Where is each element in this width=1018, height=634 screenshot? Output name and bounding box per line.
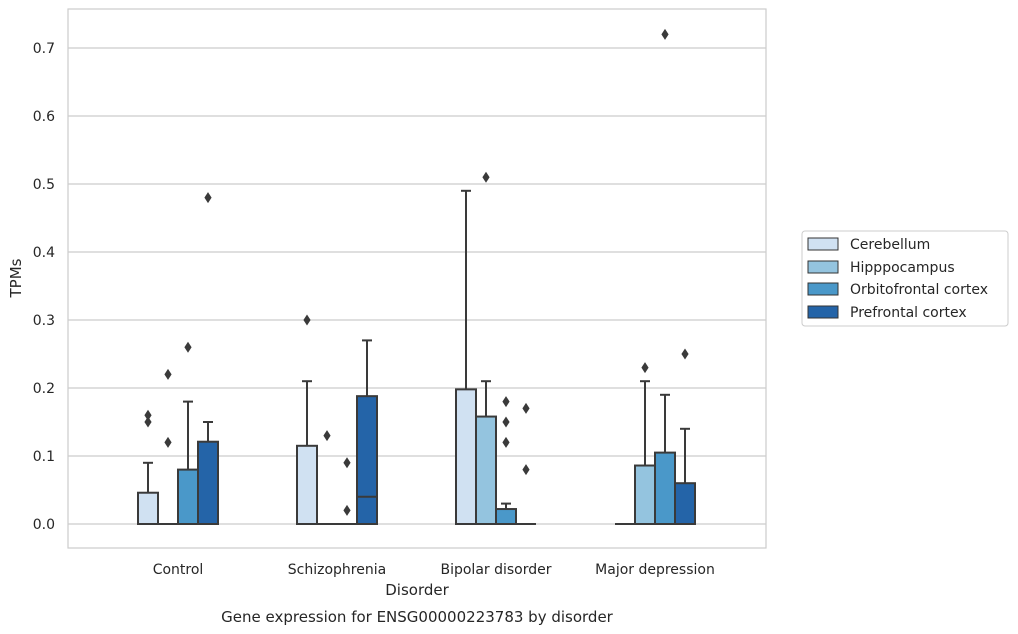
- outlier-point: [323, 430, 331, 442]
- box-plot: [455, 189, 477, 525]
- outlier-point: [144, 409, 152, 421]
- y-axis-label: TPMs: [7, 258, 25, 298]
- x-tick-label: Schizophrenia: [288, 562, 386, 578]
- box-plot: [296, 314, 318, 525]
- y-axis-ticks: 0.0 0.1 0.2 0.3 0.4 0.5 0.6 0.7: [33, 41, 55, 533]
- x-axis-ticks: Control Schizophrenia Bipolar disorder Majo…: [153, 562, 715, 578]
- outlier-point: [641, 362, 649, 374]
- legend-frame: [801, 230, 1009, 327]
- y-tick-label: 0.2: [33, 381, 55, 397]
- box-plots: [137, 28, 696, 526]
- box: [197, 440, 219, 525]
- box: [455, 388, 477, 525]
- box-plot: [317, 430, 337, 525]
- outlier-point: [144, 416, 152, 428]
- x-tick-label: Major depression: [595, 562, 715, 578]
- box-plot: [516, 402, 536, 525]
- box-plot: [356, 339, 378, 525]
- outlier-point: [343, 504, 351, 516]
- y-tick-label: 0.3: [33, 313, 55, 329]
- x-tick-label: Bipolar disorder: [440, 562, 551, 578]
- legend-swatch-prefrontal-cortex: [807, 305, 839, 319]
- legend-label-cerebellum: Cerebellum: [850, 237, 930, 253]
- outlier-point: [164, 436, 172, 448]
- chart-caption: Gene expression for ENSG00000223783 by d…: [221, 608, 614, 626]
- box: [634, 464, 656, 525]
- outlier-point: [184, 341, 192, 353]
- legend-swatch-hippocampus: [807, 260, 839, 274]
- box-plot: [137, 409, 159, 526]
- box-plot: [654, 28, 676, 526]
- outlier-point: [522, 464, 530, 476]
- outlier-point: [482, 171, 490, 183]
- legend-label-prefrontal-cortex: Prefrontal cortex: [850, 305, 967, 321]
- outlier-point: [502, 416, 510, 428]
- box-plot: [158, 368, 178, 525]
- legend-label-hippocampus: Hipppocampus: [850, 260, 955, 276]
- y-tick-label: 0.0: [33, 517, 55, 533]
- outlier-point: [502, 396, 510, 408]
- box-plot: [495, 396, 517, 526]
- box: [296, 444, 318, 525]
- box-plot: [475, 171, 497, 525]
- y-tick-label: 0.1: [33, 449, 55, 465]
- box: [137, 491, 159, 526]
- y-tick-label: 0.7: [33, 41, 55, 57]
- outlier-point: [681, 348, 689, 360]
- x-tick-label: Control: [153, 562, 204, 578]
- box: [674, 482, 696, 526]
- y-tick-label: 0.6: [33, 109, 55, 125]
- outlier-point: [164, 368, 172, 380]
- x-axis-label: Disorder: [385, 581, 449, 599]
- legend-swatch-orbitofrontal-cortex: [807, 282, 839, 296]
- box: [495, 508, 517, 526]
- box: [475, 415, 497, 525]
- legend: Cerebellum Hipppocampus Orbitofrontal co…: [801, 230, 1009, 327]
- y-tick-label: 0.4: [33, 245, 55, 261]
- outlier-point: [502, 436, 510, 448]
- outlier-point: [343, 457, 351, 469]
- box: [654, 451, 676, 526]
- box: [356, 395, 378, 525]
- outlier-point: [204, 192, 212, 204]
- outlier-point: [661, 28, 669, 40]
- box-plot: [197, 192, 219, 525]
- outlier-point: [303, 314, 311, 326]
- box-plot: [674, 348, 696, 526]
- box-plot: [337, 457, 357, 525]
- outlier-point: [522, 402, 530, 414]
- legend-label-orbitofrontal-cortex: Orbitofrontal cortex: [850, 282, 988, 298]
- plot-frame: [67, 8, 767, 549]
- y-tick-label: 0.5: [33, 177, 55, 193]
- box: [177, 468, 199, 526]
- legend-swatch-cerebellum: [807, 237, 839, 251]
